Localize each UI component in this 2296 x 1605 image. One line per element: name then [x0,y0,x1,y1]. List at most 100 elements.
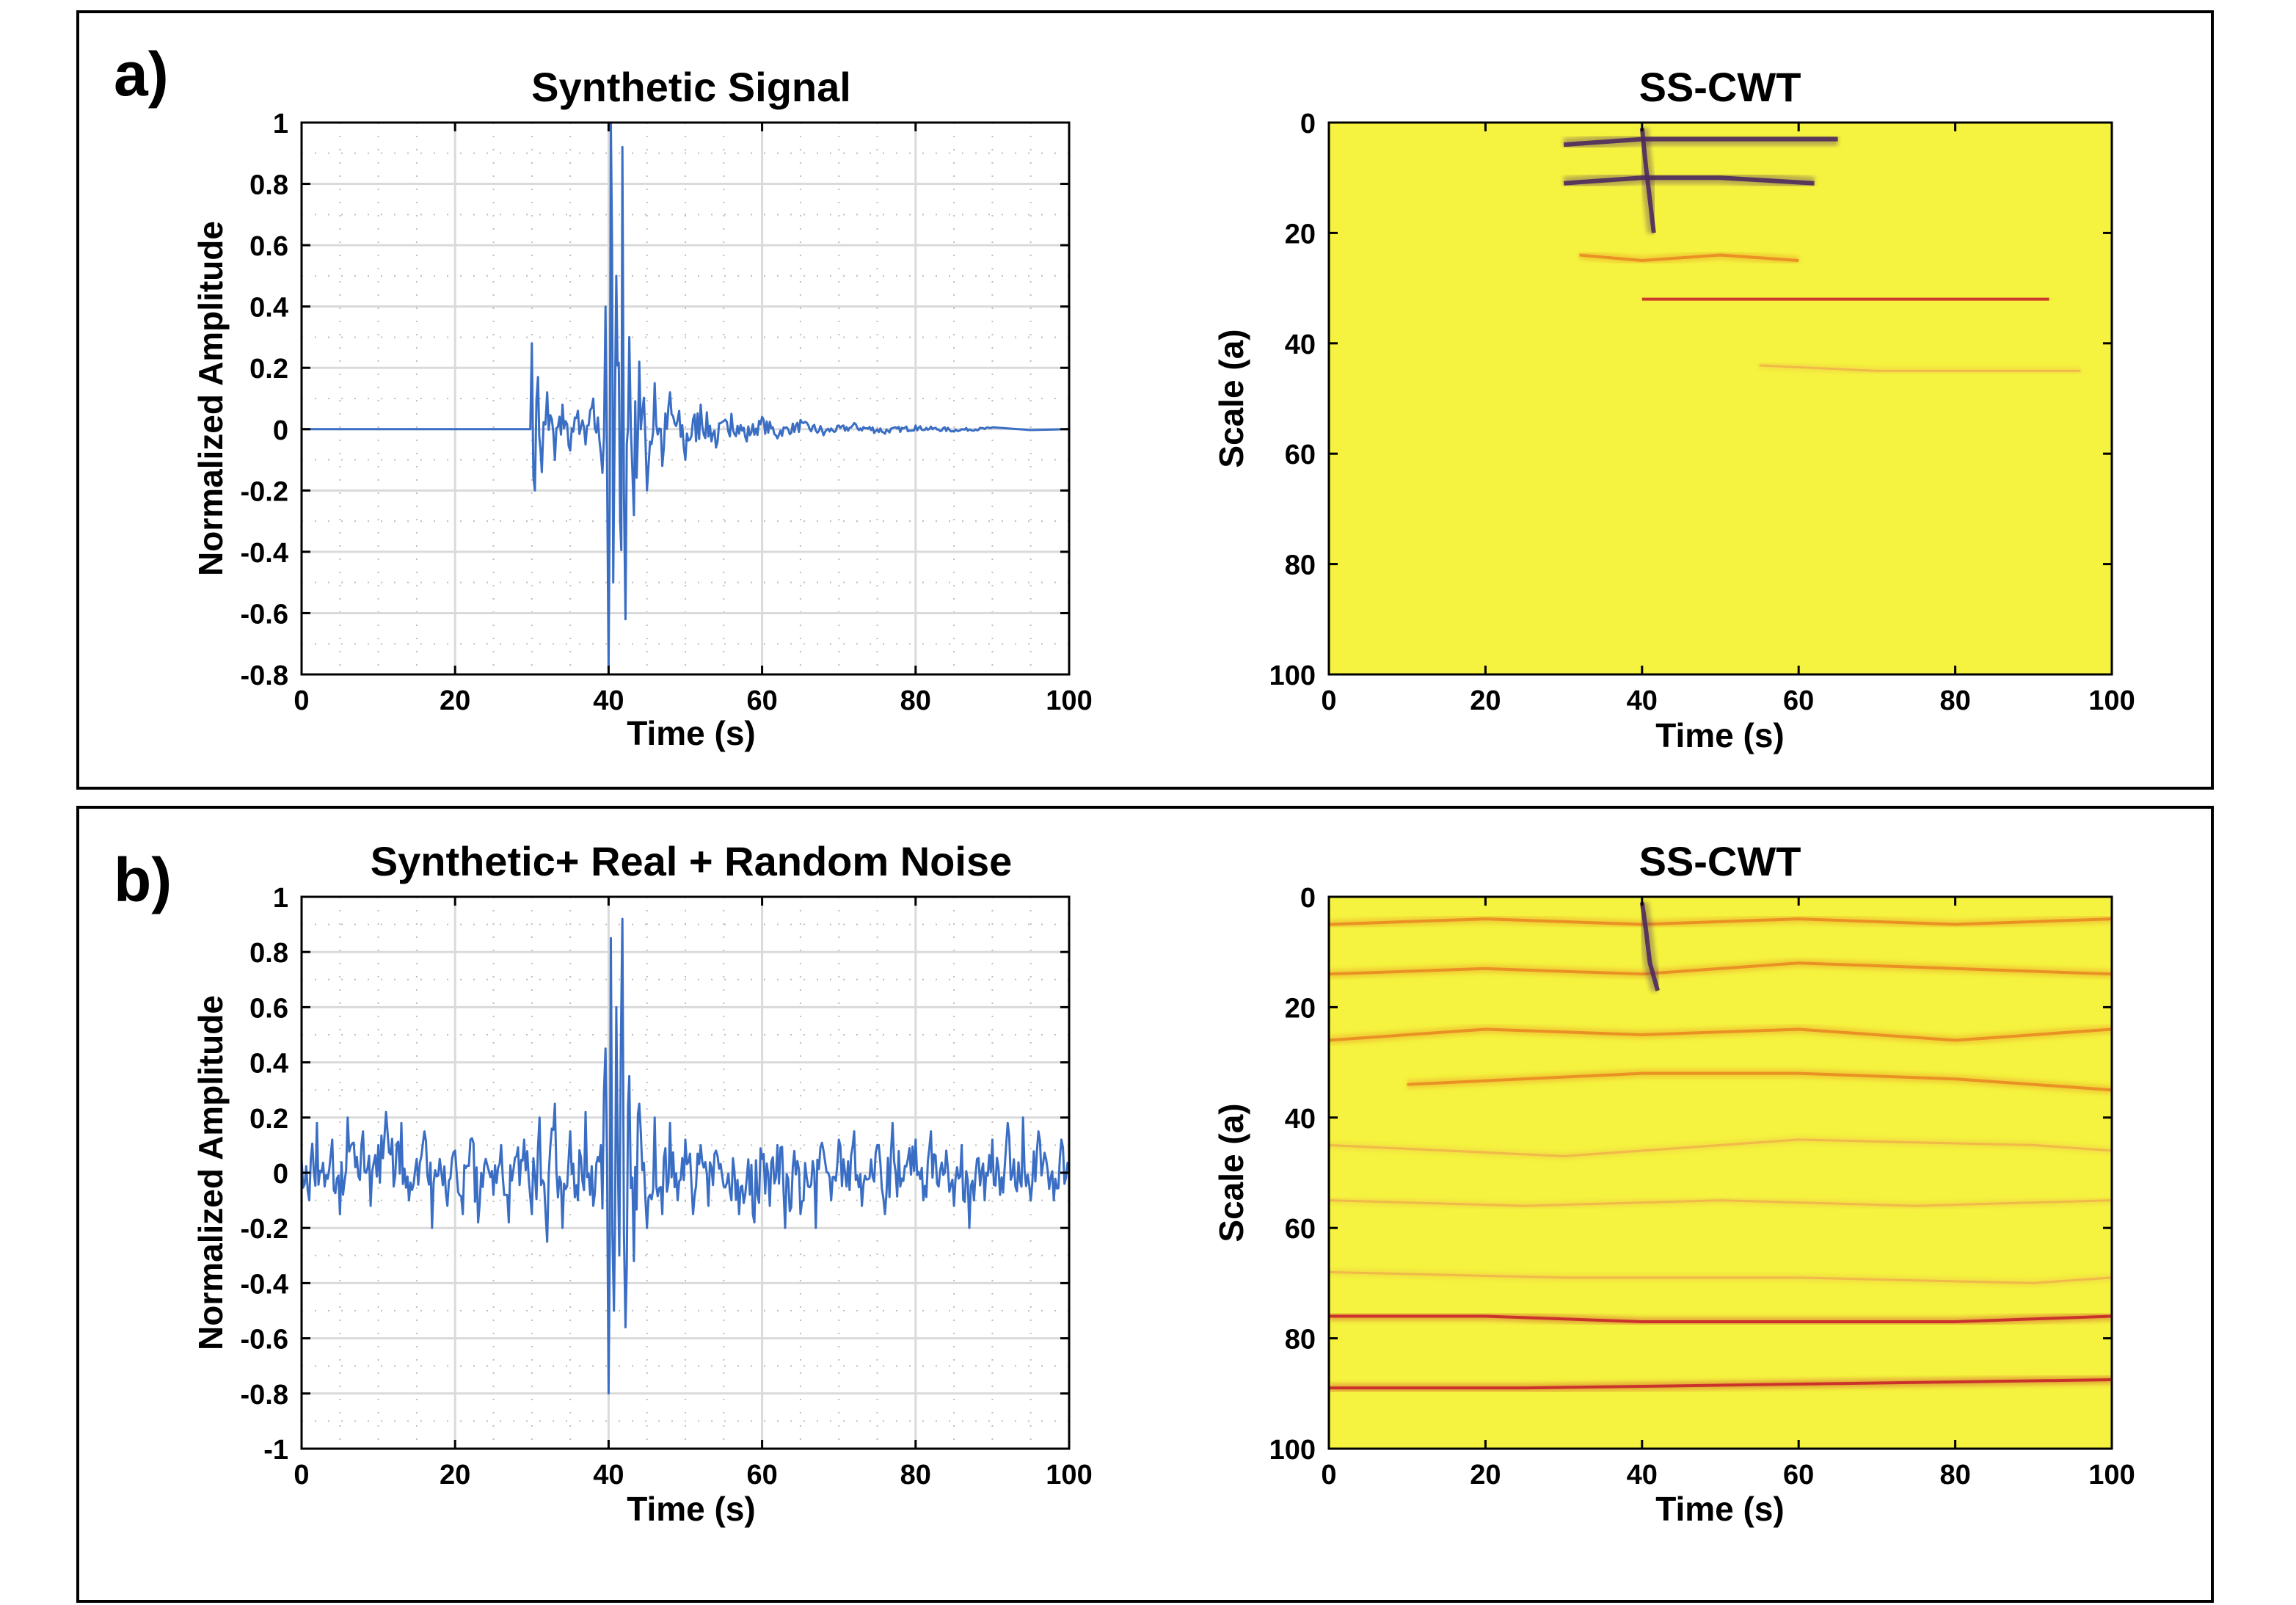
chart-title: SS-CWT [1639,64,1801,110]
y-tick-label: 0 [273,415,288,446]
x-axis-label: Time (s) [627,714,756,752]
y-tick-label: -0.2 [241,476,288,507]
y-tick-label: 0 [273,1159,288,1190]
x-tick-label: 80 [900,1460,931,1491]
y-tick-label: -0.2 [241,1214,288,1245]
y-tick-label: 0 [1300,109,1316,139]
ridge-line [1329,1270,2112,1284]
x-tick-label: 80 [1939,1460,1970,1491]
ridge-line [1329,1314,2112,1323]
x-axis-label: Time (s) [1655,716,1785,754]
y-tick-label: 1 [273,109,288,139]
chart-title: SS-CWT [1639,838,1801,884]
y-tick-label: 100 [1269,1435,1316,1466]
y-tick-label: -0.8 [241,660,288,691]
y-tick-label: 20 [1285,993,1316,1024]
y-tick-label: 100 [1269,660,1316,691]
x-tick-label: 100 [1046,685,1092,716]
y-tick-label: 60 [1285,440,1316,470]
x-tick-label: 60 [1783,685,1814,716]
scalogram-background [1329,123,2112,674]
y-tick-label: -0.6 [241,1325,288,1355]
ridge-line [1639,902,1660,991]
x-tick-label: 80 [1939,685,1970,716]
x-axis-label: Time (s) [627,1490,756,1528]
y-tick-label: -0.8 [241,1380,288,1411]
chart-title: Synthetic Signal [531,64,851,110]
y-tick-label: -1 [263,1435,288,1466]
scalogram-content [1329,901,2112,1393]
ridge-line [1563,175,1815,186]
y-tick-label: 40 [1285,1104,1316,1135]
y-tick-label: 0.4 [249,293,288,324]
y-tick-label: 0.8 [249,170,288,201]
y-tick-label: -0.4 [241,1269,288,1300]
y-tick-label: 1 [273,883,288,914]
x-tick-label: 40 [593,685,624,716]
ridge-line [1759,364,2081,372]
x-tick-label: 100 [1046,1460,1092,1491]
ridge-line [1329,1138,2112,1157]
scalogram-content [1563,127,2081,374]
plot-frame [1327,895,2113,1450]
x-tick-label: 20 [1470,1460,1501,1491]
x-tick-label: 100 [2088,685,2135,716]
x-tick-label: 20 [440,1460,470,1491]
x-tick-label: 80 [900,685,931,716]
scalogram-background [1329,897,2112,1449]
x-tick-label: 40 [593,1460,624,1491]
ridge-line [1329,1378,2112,1390]
x-tick-label: 60 [746,685,777,716]
panel-a-frame [76,10,2214,790]
x-tick-label: 0 [294,685,309,716]
ridge-line [1329,961,2112,976]
ridge-line [1329,1199,2112,1207]
ridge-line [1329,917,2112,926]
signal-line [302,121,1070,670]
x-tick-label: 60 [1783,1460,1814,1491]
ridge-line [1563,137,1838,148]
x-tick-label: 0 [1321,1460,1336,1491]
panel-b-label: b) [114,845,172,914]
y-axis-label: Scale (a) [1212,329,1250,467]
ridge-line [1579,253,1799,263]
ridge-line [1329,1027,2112,1042]
plot-frame [300,121,1071,676]
ss-cwt-chart-b: SS-CWT Time (s) Scale (a) 0 20 40 60 80 10002… [1212,838,2135,1528]
y-tick-label: 0.6 [249,231,288,262]
y-tick-label: 0.8 [249,938,288,969]
x-tick-label: 40 [1627,1460,1658,1491]
ss-cwt-chart-a: SS-CWT Time (s) Scale (a) 0 20 40 60 80 10002… [1212,64,2135,754]
x-tick-label: 20 [1470,685,1501,716]
chart-title: Synthetic+ Real + Random Noise [371,838,1012,884]
plot-frame [1327,121,2113,676]
y-axis-label: Scale (a) [1212,1103,1250,1242]
signal-line [300,917,1071,1395]
synthetic-signal-chart: Synthetic Signal Time (s) Normalized Amp… [192,64,1093,752]
y-axis-label: Normalized Amplitude [192,995,230,1350]
x-tick-label: 100 [2088,1460,2135,1491]
y-tick-label: 80 [1285,550,1316,581]
ridge-line [1407,1071,2112,1092]
y-tick-label: -0.4 [241,538,288,569]
y-tick-label: 60 [1285,1214,1316,1245]
y-tick-label: 0.2 [249,354,288,385]
x-tick-label: 20 [440,685,470,716]
x-axis-label: Time (s) [1655,1490,1785,1528]
y-tick-label: 80 [1285,1325,1316,1355]
panel-a-label: a) [114,40,169,109]
x-tick-label: 0 [294,1460,309,1491]
ridge-line [1639,128,1656,233]
y-axis-label: Normalized Amplitude [192,221,230,576]
x-tick-label: 60 [746,1460,777,1491]
panel-b-frame [76,806,2214,1603]
y-tick-label: 0 [1300,883,1316,914]
x-tick-label: 40 [1627,685,1658,716]
y-tick-label: 0.2 [249,1104,288,1135]
y-tick-label: 0.4 [249,1049,288,1080]
y-tick-label: 20 [1285,219,1316,250]
x-tick-label: 0 [1321,685,1336,716]
y-tick-label: 0.6 [249,993,288,1024]
noisy-signal-chart: Synthetic+ Real + Random Noise Time (s) … [192,838,1093,1528]
y-tick-label: 40 [1285,330,1316,360]
